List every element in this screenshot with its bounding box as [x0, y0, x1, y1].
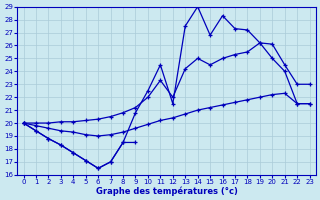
X-axis label: Graphe des températures (°c): Graphe des températures (°c): [96, 186, 237, 196]
